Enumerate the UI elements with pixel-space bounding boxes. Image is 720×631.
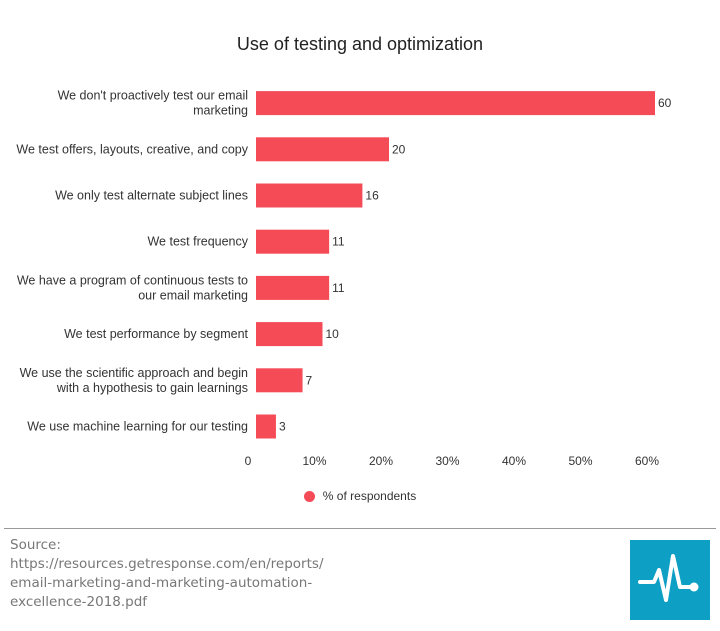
category-label: We use the scientific approach and begin bbox=[20, 366, 248, 380]
bar bbox=[256, 322, 323, 347]
source-url-line-2: email-marketing-and-marketing-automation… bbox=[10, 575, 313, 591]
category-label: marketing bbox=[193, 104, 248, 118]
bar bbox=[256, 368, 303, 393]
x-tick-label: 60% bbox=[635, 454, 659, 468]
value-label: 3 bbox=[279, 420, 286, 434]
x-tick-label: 0 bbox=[245, 454, 252, 468]
bars bbox=[256, 91, 655, 439]
category-label: We test offers, layouts, creative, and c… bbox=[16, 142, 248, 156]
x-tick-label: 30% bbox=[435, 454, 459, 468]
bar bbox=[256, 137, 389, 162]
x-axis-ticks: 0 10% 20% 30% 40% 50% 60% bbox=[245, 454, 660, 468]
chart-title: Use of testing and optimization bbox=[236, 34, 484, 54]
category-label: our email marketing bbox=[138, 288, 248, 302]
value-label: 60 bbox=[658, 96, 672, 110]
x-tick-label: 10% bbox=[302, 454, 326, 468]
bar bbox=[256, 229, 330, 254]
bar bbox=[256, 183, 363, 208]
value-label: 11 bbox=[332, 281, 345, 295]
category-label: We only test alternate subject lines bbox=[55, 189, 248, 203]
x-tick-label: 20% bbox=[369, 454, 393, 468]
bar bbox=[256, 414, 276, 439]
category-label: We don't proactively test our email bbox=[58, 89, 248, 103]
category-labels: We don't proactively test our emailmarke… bbox=[16, 89, 248, 434]
source-url-line-3: excellence-2018.pdf bbox=[10, 594, 148, 610]
bar bbox=[256, 91, 655, 116]
divider bbox=[4, 528, 716, 529]
value-label: 10 bbox=[326, 327, 340, 341]
legend-marker-icon bbox=[303, 490, 315, 502]
source-note: Source: https://resources.getresponse.co… bbox=[10, 536, 324, 612]
category-label: We test performance by segment bbox=[64, 327, 248, 341]
legend: % of respondents bbox=[0, 489, 720, 503]
x-tick-label: 40% bbox=[502, 454, 526, 468]
category-label: We test frequency bbox=[147, 235, 248, 249]
pulse-line-icon bbox=[638, 554, 699, 602]
bar bbox=[256, 275, 330, 300]
value-labels: 60 20 16 11 11 10 7 3 bbox=[279, 96, 672, 433]
bar-chart: We don't proactively test our emailmarke… bbox=[16, 89, 672, 468]
category-label: with a hypothesis to gain learnings bbox=[56, 381, 248, 395]
value-label: 7 bbox=[306, 373, 313, 387]
value-label: 11 bbox=[332, 235, 345, 249]
category-label: We have a program of continuous tests to bbox=[17, 273, 248, 287]
brand-logo bbox=[630, 540, 710, 620]
legend-label: % of respondents bbox=[322, 489, 417, 503]
source-url-line-1: https://resources.getresponse.com/en/rep… bbox=[10, 556, 324, 572]
value-label: 20 bbox=[392, 142, 406, 156]
x-tick-label: 50% bbox=[568, 454, 592, 468]
value-label: 16 bbox=[365, 189, 379, 203]
category-label: We use machine learning for our testing bbox=[27, 420, 248, 434]
source-label: Source: bbox=[10, 537, 61, 553]
